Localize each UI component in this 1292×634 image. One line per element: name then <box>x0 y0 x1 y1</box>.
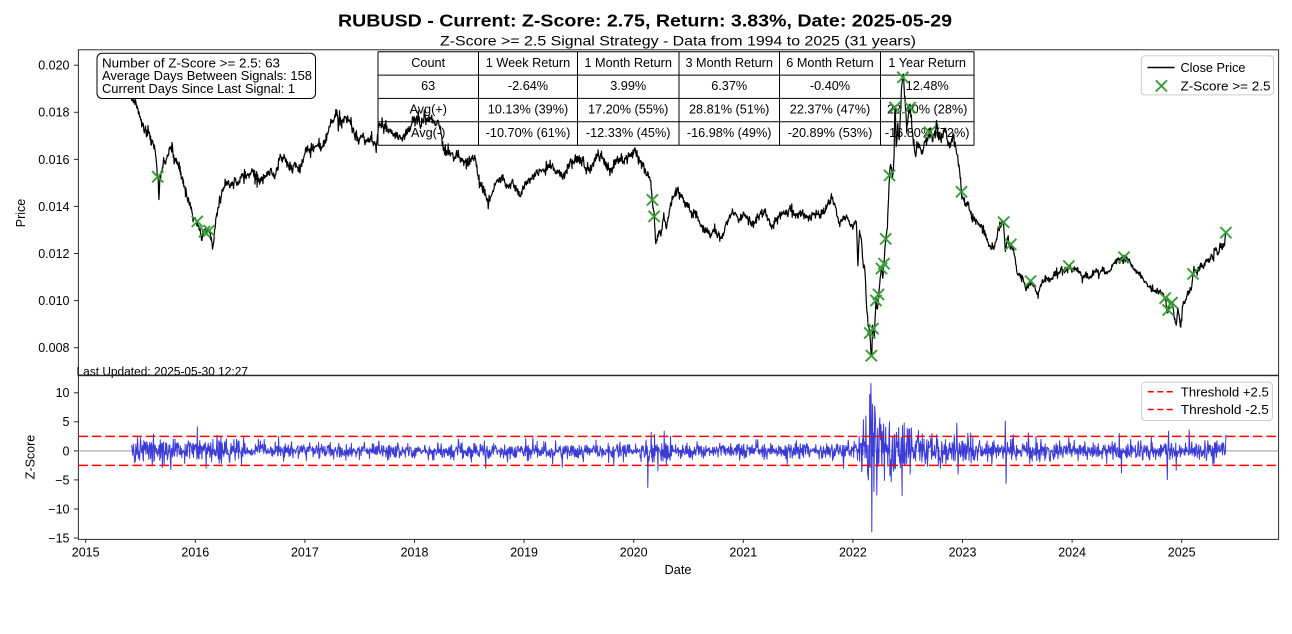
svg-text:6 Month Return: 6 Month Return <box>786 56 873 70</box>
svg-text:2020: 2020 <box>620 546 648 560</box>
svg-text:Z-Score >= 2.5: Z-Score >= 2.5 <box>1181 79 1271 94</box>
svg-text:-2.64%: -2.64% <box>508 79 548 93</box>
svg-text:1 Week Return: 1 Week Return <box>486 56 570 70</box>
svg-text:2016: 2016 <box>181 546 209 560</box>
svg-text:Last Updated: 2025-05-30 12:27: Last Updated: 2025-05-30 12:27 <box>77 366 249 378</box>
svg-text:Threshold +2.5: Threshold +2.5 <box>1181 384 1269 399</box>
svg-text:0.012: 0.012 <box>38 247 69 261</box>
svg-text:1 Year Return: 1 Year Return <box>888 56 966 70</box>
svg-text:2023: 2023 <box>949 546 977 560</box>
svg-text:2015: 2015 <box>72 546 100 560</box>
svg-text:0.008: 0.008 <box>38 341 69 355</box>
svg-text:0.014: 0.014 <box>38 200 69 214</box>
svg-text:0.020: 0.020 <box>38 59 69 73</box>
svg-text:0.018: 0.018 <box>38 106 69 120</box>
svg-text:2021: 2021 <box>729 546 757 560</box>
svg-text:Z-Score >= 2.5 Signal Strategy: Z-Score >= 2.5 Signal Strategy - Data fr… <box>440 33 916 49</box>
svg-text:-12.33% (45%): -12.33% (45%) <box>586 126 671 140</box>
svg-text:-0.40%: -0.40% <box>810 79 850 93</box>
svg-text:10: 10 <box>56 386 70 400</box>
svg-text:Price: Price <box>14 199 28 228</box>
svg-text:Avg(-): Avg(-) <box>411 126 445 140</box>
svg-text:RUBUSD - Current: Z-Score: 2.7: RUBUSD - Current: Z-Score: 2.75, Return:… <box>338 10 952 30</box>
svg-text:6.37%: 6.37% <box>711 79 747 93</box>
svg-text:Z-Score: Z-Score <box>24 435 38 480</box>
svg-text:17.20% (55%): 17.20% (55%) <box>588 103 668 117</box>
svg-text:1 Month Return: 1 Month Return <box>584 56 671 70</box>
svg-text:28.81% (51%): 28.81% (51%) <box>689 103 769 117</box>
svg-text:2024: 2024 <box>1058 546 1086 560</box>
svg-text:2022: 2022 <box>839 546 867 560</box>
svg-text:-16.98% (49%): -16.98% (49%) <box>687 126 772 140</box>
svg-text:0: 0 <box>63 444 70 458</box>
svg-text:Number of Z-Score >= 2.5: 63: Number of Z-Score >= 2.5: 63 <box>102 56 280 70</box>
svg-text:3.99%: 3.99% <box>610 79 646 93</box>
svg-text:Threshold -2.5: Threshold -2.5 <box>1181 402 1269 417</box>
svg-text:Current Days Since Last Signal: Current Days Since Last Signal: 1 <box>102 82 295 96</box>
svg-text:0.016: 0.016 <box>38 153 69 167</box>
svg-text:22.37% (47%): 22.37% (47%) <box>790 103 870 117</box>
svg-text:−10: −10 <box>48 502 69 516</box>
svg-text:10.13% (39%): 10.13% (39%) <box>488 103 568 117</box>
svg-text:2017: 2017 <box>291 546 319 560</box>
svg-text:2019: 2019 <box>510 546 538 560</box>
svg-text:Average Days Between Signals:: Average Days Between Signals: 158 <box>102 69 312 83</box>
svg-text:2025: 2025 <box>1168 546 1196 560</box>
svg-text:-10.70% (61%): -10.70% (61%) <box>486 126 571 140</box>
svg-text:63: 63 <box>421 79 435 93</box>
svg-text:-16.80% (72%): -16.80% (72%) <box>885 126 970 140</box>
svg-text:-20.89% (53%): -20.89% (53%) <box>788 126 873 140</box>
svg-text:Count: Count <box>411 56 445 70</box>
svg-text:Avg(+): Avg(+) <box>409 103 447 117</box>
svg-text:2018: 2018 <box>401 546 429 560</box>
svg-text:−5: −5 <box>55 473 69 487</box>
svg-text:22.40% (28%): 22.40% (28%) <box>887 103 967 117</box>
svg-text:Date: Date <box>664 562 691 577</box>
svg-text:Close Price: Close Price <box>1181 60 1246 75</box>
svg-text:12.48%: 12.48% <box>906 79 949 93</box>
svg-text:−15: −15 <box>48 531 69 545</box>
svg-text:5: 5 <box>63 415 70 429</box>
svg-text:0.010: 0.010 <box>38 294 69 308</box>
svg-text:3 Month Return: 3 Month Return <box>685 56 772 70</box>
